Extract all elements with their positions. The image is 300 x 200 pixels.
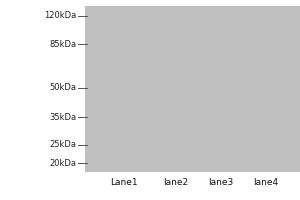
- Ellipse shape: [109, 90, 139, 107]
- Text: 120kDa: 120kDa: [44, 11, 76, 20]
- Text: 25kDa: 25kDa: [50, 140, 76, 149]
- Text: Lane1: Lane1: [110, 178, 138, 187]
- Ellipse shape: [162, 90, 190, 107]
- Text: lane2: lane2: [163, 178, 188, 187]
- Ellipse shape: [253, 90, 279, 107]
- Text: 20kDa: 20kDa: [50, 159, 76, 168]
- Text: lane4: lane4: [253, 178, 278, 187]
- Ellipse shape: [105, 97, 126, 105]
- Text: 85kDa: 85kDa: [50, 40, 76, 49]
- Text: lane3: lane3: [208, 178, 233, 187]
- Text: 50kDa: 50kDa: [50, 83, 76, 92]
- Text: 35kDa: 35kDa: [50, 113, 76, 122]
- Ellipse shape: [206, 90, 236, 107]
